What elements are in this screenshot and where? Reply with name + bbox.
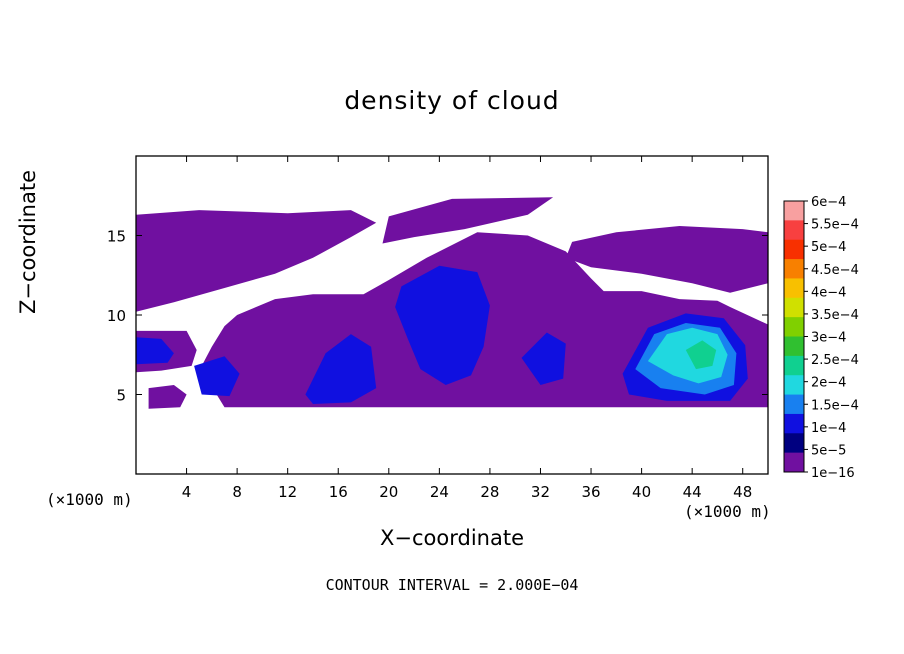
colorbar-label: 4e−4 [811, 285, 846, 300]
density-region-1 [382, 197, 554, 244]
density-region-3 [565, 226, 768, 293]
density-region-6 [136, 337, 174, 365]
x-tick-label: 20 [379, 483, 398, 501]
colorbar-swatch [784, 336, 804, 357]
x-tick-label: 4 [182, 483, 192, 501]
colorbar-swatch [784, 375, 804, 396]
colorbar-label: 5.5e−4 [811, 218, 859, 233]
colorbar-label: 5e−4 [811, 240, 846, 255]
density-region-11 [521, 332, 566, 385]
x-tick-label: 24 [430, 483, 449, 501]
colorbar-label: 6e−4 [811, 195, 846, 210]
colorbar-label: 1e−4 [811, 421, 846, 436]
colorbar-swatch [784, 220, 804, 241]
colorbar-label: 2.5e−4 [811, 353, 859, 368]
density-region-0 [136, 210, 377, 312]
y-axis-ticks: 5 10 15 [107, 228, 768, 405]
colorbar-label: 5e−5 [811, 443, 846, 458]
y-tick-label: 5 [116, 387, 126, 405]
x-tick-label: 40 [632, 483, 651, 501]
x-tick-label: 44 [683, 483, 702, 501]
density-region-5 [148, 385, 187, 409]
colorbar-swatch [784, 239, 804, 260]
y-tick-label: 15 [107, 228, 126, 246]
cloud-density-regions [136, 197, 768, 409]
density-region-13 [647, 327, 728, 384]
colorbar-label: 3e−4 [811, 331, 846, 346]
x-tick-label: 28 [480, 483, 499, 501]
x-unit-label: (×1000 m) [46, 490, 133, 509]
colorbar-swatch [784, 201, 804, 221]
colorbar-swatch [784, 452, 804, 473]
colorbar-swatch [784, 259, 804, 279]
colorbar-label: 1.5e−4 [811, 398, 859, 413]
colorbar-swatch [784, 317, 804, 337]
x-tick-label: 16 [329, 483, 348, 501]
x-tick-label: 8 [232, 483, 242, 501]
colorbar-swatch [784, 433, 804, 454]
colorbar: 6e−4 5.5e−4 5e−4 4.5e−4 4e−4 3.5e−4 3e−4 2.5e−4… [783, 195, 859, 481]
y-tick-label: 10 [107, 307, 126, 325]
colorbar-label: 3.5e−4 [811, 308, 859, 323]
colorbar-swatch [784, 394, 804, 415]
density-region-9 [194, 356, 240, 397]
x-tick-label: 12 [278, 483, 297, 501]
colorbar-label: 2e−4 [811, 376, 846, 391]
x-tick-label: 48 [733, 483, 752, 501]
density-region-8 [395, 265, 490, 385]
colorbar-label: 4.5e−4 [811, 263, 859, 278]
colorbar-swatch [784, 413, 804, 434]
chart-title: density of cloud [344, 86, 560, 115]
x-axis-ticks: 4 8 12 16 20 24 28 32 36 40 44 48 [182, 156, 752, 501]
density-region-14 [685, 340, 717, 370]
density-region-7 [305, 334, 377, 404]
contour-interval-note: CONTOUR INTERVAL = 2.000E−04 [325, 576, 579, 594]
colorbar-swatch [784, 355, 804, 376]
x-axis-label: X−coordinate [380, 526, 524, 550]
x-unit-label-right: (×1000 m) [684, 502, 771, 521]
x-tick-label: 36 [581, 483, 600, 501]
colorbar-swatch [784, 297, 804, 318]
colorbar-label: 1e−16 [811, 466, 855, 481]
x-tick-label: 32 [531, 483, 550, 501]
y-axis-label: Z−coordinate [16, 170, 40, 314]
colorbar-swatch [784, 278, 804, 299]
